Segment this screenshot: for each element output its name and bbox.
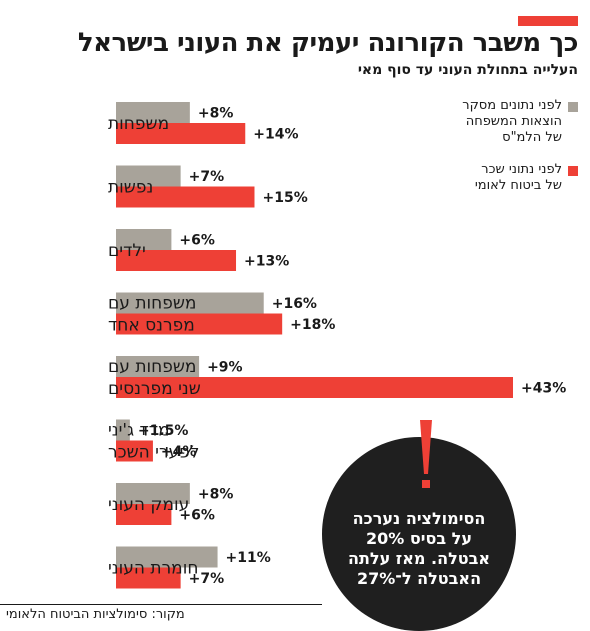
legend-line: לפני נתונים מסקר bbox=[462, 98, 562, 113]
bar-survey-7 bbox=[116, 546, 218, 568]
data-label: +43% bbox=[521, 381, 566, 397]
legend-line: לפני נתוני שכר bbox=[481, 162, 562, 177]
chart-subtitle: העלייה בתחולת העוני עד סוף מאי bbox=[357, 62, 578, 78]
bar-wage-5 bbox=[116, 440, 153, 462]
data-label: +15% bbox=[262, 190, 307, 206]
data-label: +14% bbox=[253, 127, 298, 143]
data-label: +6% bbox=[179, 233, 215, 249]
callout-line: הסימולציה נערכה bbox=[352, 509, 486, 528]
bar-survey-6 bbox=[116, 483, 190, 504]
callout-line: האבטלה ל־27% bbox=[356, 569, 482, 588]
title-accent-bar bbox=[518, 16, 578, 26]
data-label: +16% bbox=[272, 296, 317, 312]
category-label: מדד ג'יני bbox=[108, 421, 170, 441]
callout-line: על בסיס 20% bbox=[366, 529, 472, 548]
legend: לפני נתונים מסקר הוצאות המשפחה של הלמ"ס … bbox=[378, 98, 578, 198]
bar-survey-1 bbox=[116, 165, 181, 187]
bar-wage-3 bbox=[116, 313, 283, 335]
legend-swatch-wage bbox=[568, 166, 578, 176]
bar-survey-3 bbox=[116, 292, 264, 314]
category-label: נפשות bbox=[108, 178, 153, 198]
source-divider bbox=[0, 604, 322, 605]
data-label: +11% bbox=[226, 550, 271, 566]
data-label: +6% bbox=[179, 508, 215, 524]
callout-text: הסימולציה נערכה על בסיס 20% אבטלה. מאז ע… bbox=[322, 509, 516, 589]
data-label: +8% bbox=[198, 487, 234, 503]
category-label: משפחות bbox=[108, 114, 169, 134]
category-label: חומרת העוני bbox=[108, 559, 198, 579]
legend-label-wage: לפני נתוני שכר של ביטוח לאומי bbox=[475, 162, 562, 194]
category-label: לפערי השכר bbox=[108, 443, 199, 463]
bar-survey-5 bbox=[116, 419, 130, 441]
bar-survey-4 bbox=[116, 356, 200, 377]
category-label: שני מפרנסים bbox=[108, 379, 201, 399]
bar-survey-2 bbox=[116, 229, 172, 250]
legend-item-wage: לפני נתוני שכר של ביטוח לאומי bbox=[475, 162, 578, 194]
data-label: +4% bbox=[161, 444, 197, 460]
bar-wage-0 bbox=[116, 123, 246, 144]
exclamation-icon bbox=[420, 420, 432, 488]
bar-wage-1 bbox=[116, 186, 255, 208]
data-label: +7% bbox=[189, 169, 225, 185]
source-note: מקור: סימולציות הביטוח הלאומי bbox=[6, 607, 185, 622]
legend-item-survey: לפני נתונים מסקר הוצאות המשפחה של הלמ"ס bbox=[462, 98, 578, 146]
legend-line: הוצאות המשפחה bbox=[465, 114, 562, 129]
bar-wage-7 bbox=[116, 567, 181, 589]
bar-survey-0 bbox=[116, 102, 190, 123]
bar-wage-6 bbox=[116, 504, 172, 525]
chart-title: כך משבר הקורונה יעמיק את העוני בישראל bbox=[77, 28, 579, 58]
data-label: +9% bbox=[207, 360, 243, 376]
data-label: +18% bbox=[290, 317, 335, 333]
category-label: משפחות עם bbox=[108, 294, 196, 314]
callout-line: אבטלה. מאז עלתה bbox=[347, 549, 491, 568]
category-label: עומק העוני bbox=[108, 495, 189, 515]
category-label: משפחות עם bbox=[108, 357, 196, 377]
category-label: ילדים bbox=[108, 241, 146, 261]
data-label: +1.5% bbox=[138, 423, 189, 439]
data-label: +13% bbox=[244, 254, 289, 270]
data-label: +7% bbox=[189, 571, 225, 587]
legend-line: של הלמ"ס bbox=[502, 130, 562, 145]
bar-wage-4 bbox=[116, 377, 513, 398]
data-label: +8% bbox=[198, 106, 234, 122]
callout-circle: הסימולציה נערכה על בסיס 20% אבטלה. מאז ע… bbox=[322, 437, 516, 631]
bar-wage-2 bbox=[116, 250, 237, 271]
legend-swatch-survey bbox=[568, 102, 578, 112]
legend-line: של ביטוח לאומי bbox=[474, 178, 562, 193]
category-label: מפרנס אחד bbox=[108, 316, 195, 336]
legend-label-survey: לפני נתונים מסקר הוצאות המשפחה של הלמ"ס bbox=[462, 98, 562, 146]
